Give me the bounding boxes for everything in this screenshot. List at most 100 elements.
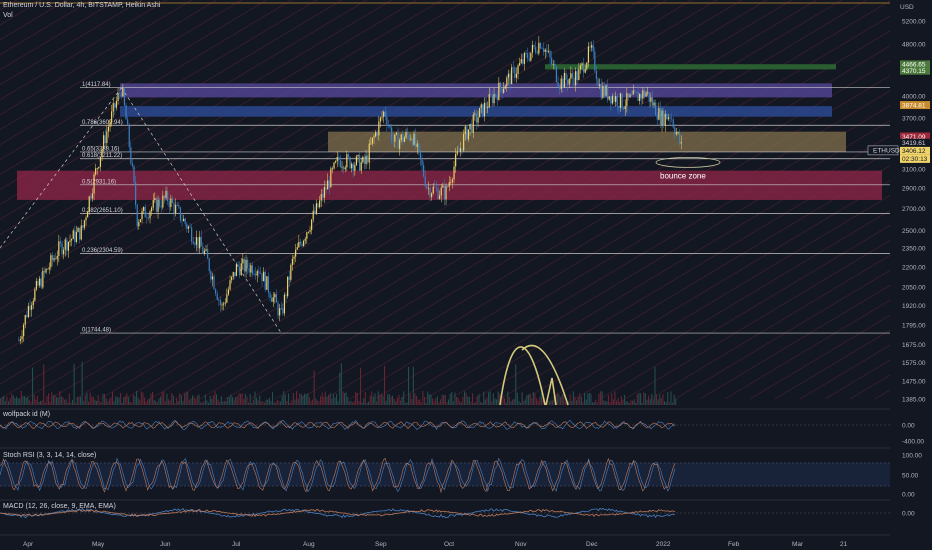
volume-bar: [532, 391, 534, 405]
volume-bar: [25, 397, 27, 405]
candle-body: [391, 127, 393, 141]
candle-body: [338, 156, 340, 161]
volume-bar: [305, 394, 307, 405]
macd-line: [0, 507, 676, 519]
time-axis-label: Mar: [792, 541, 804, 548]
price-axis-tick: 3700.00: [902, 116, 926, 123]
candle-body: [562, 78, 564, 88]
candle-body: [424, 176, 426, 187]
volume-bar: [619, 402, 621, 405]
volume-bar: [616, 400, 618, 405]
volume-bar: [350, 400, 352, 405]
candle-body: [434, 186, 436, 188]
volume-bar: [36, 395, 38, 405]
candle-body: [541, 48, 543, 50]
volume-bar: [81, 361, 83, 405]
volume-bar: [172, 395, 174, 405]
volume-bar: [649, 399, 651, 405]
volume-bar: [372, 396, 374, 405]
channel-line: [0, 0, 193, 115]
candle-body: [298, 241, 300, 248]
volume-bar: [86, 392, 88, 405]
candle-body: [616, 96, 618, 107]
candle-body: [459, 148, 462, 152]
candle-body: [133, 165, 135, 183]
candle-body: [466, 126, 468, 140]
volume-bar: [339, 372, 341, 405]
volume-bar: [30, 401, 32, 405]
volume-bar: [196, 395, 198, 405]
volume-bar: [516, 392, 518, 405]
candle-body: [375, 132, 377, 137]
volume-bar: [307, 393, 309, 405]
volume-bar: [654, 366, 656, 405]
volume-bar: [609, 402, 611, 405]
volume-bar: [12, 395, 14, 405]
candle-body: [551, 57, 553, 65]
channel-line: [624, 214, 932, 400]
fib-level-label: 0.236(2304.59): [82, 248, 123, 254]
candle-body: [98, 166, 100, 169]
candle-body: [607, 85, 609, 100]
channel-line: [674, 244, 932, 400]
candle-body: [525, 53, 527, 54]
candle-body: [419, 150, 422, 160]
candle-body: [586, 62, 588, 70]
volume-bar: [308, 396, 310, 405]
volume-bar: [8, 401, 10, 405]
candle-body: [535, 47, 537, 53]
volume-bar: [604, 401, 606, 405]
candle-body: [109, 122, 111, 127]
volume-bar: [449, 393, 451, 405]
candle-body: [656, 115, 658, 120]
volume-bar: [646, 399, 648, 405]
candle-body: [675, 132, 678, 135]
volume-bar: [297, 398, 299, 405]
volume-bar: [524, 399, 526, 405]
volume-bar: [409, 393, 411, 405]
candle-body: [279, 308, 281, 316]
channel-line: [0, 0, 143, 86]
volume-bar: [33, 394, 35, 405]
candle-body: [243, 258, 246, 272]
volume-bar: [38, 401, 40, 405]
candle-body: [291, 258, 294, 265]
volume-bar: [600, 391, 602, 405]
volume-bar: [168, 399, 170, 405]
volume-bar: [136, 391, 138, 405]
candle-body: [463, 134, 465, 151]
volume-bar: [216, 394, 218, 405]
volume-bar: [153, 399, 155, 405]
candle-body: [51, 255, 54, 261]
candle-body: [47, 268, 49, 270]
candle-body: [71, 238, 73, 241]
volume-bar: [278, 401, 280, 405]
volume-bar: [132, 394, 134, 405]
volume-bar: [574, 396, 576, 405]
price-axis-tick: 1920.00: [902, 303, 926, 310]
candle-body: [248, 268, 250, 273]
volume-bar: [144, 397, 146, 405]
fib-level-label: 0(1744.48): [82, 328, 111, 334]
candle-body: [328, 180, 330, 188]
candle-body: [445, 185, 447, 200]
candle-body: [674, 127, 676, 135]
symbol-badge: [867, 145, 899, 156]
candle-body: [48, 267, 50, 270]
volume-bar: [235, 397, 237, 405]
candle-body: [330, 168, 332, 188]
candle-body: [59, 241, 62, 244]
volume-bar: [89, 392, 91, 405]
volume-bar: [472, 393, 474, 405]
candle-body: [400, 134, 402, 141]
volume-bar: [492, 393, 494, 405]
volume-bar: [316, 400, 318, 405]
volume-bar: [665, 402, 667, 405]
volume-bar: [254, 391, 256, 405]
volume-bar: [259, 395, 261, 405]
volume-bar: [576, 400, 578, 405]
volume-bar: [209, 395, 211, 405]
candle-body: [595, 70, 598, 80]
